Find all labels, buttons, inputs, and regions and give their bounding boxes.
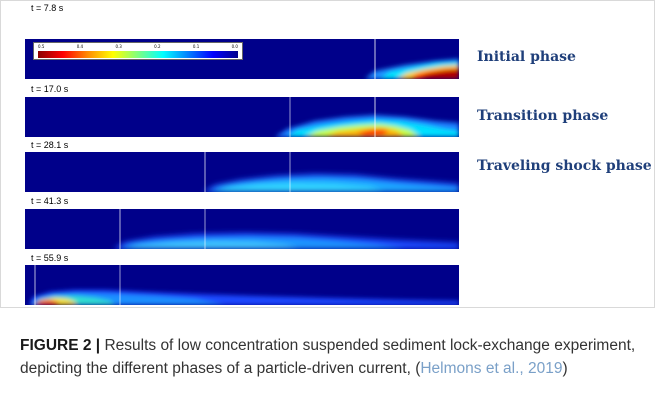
time-label-1: t = 7.8 s xyxy=(31,3,64,13)
caption-close: ) xyxy=(562,360,568,377)
colorbar-tick: 0.0 xyxy=(231,44,238,49)
time-label-5: t = 55.9 s xyxy=(31,253,69,263)
figure-frame: t = 7.8 s 0.5 0.4 0.3 0.2 0.1 0.0 xyxy=(0,0,655,308)
simulation-panel-5 xyxy=(25,265,459,305)
plume-image-3 xyxy=(203,152,459,192)
caption-text: Results of low concentration suspended s… xyxy=(20,337,636,377)
plume-image-4 xyxy=(113,209,459,249)
time-label-4: t = 41.3 s xyxy=(31,196,69,206)
colorbar-tick: 0.3 xyxy=(115,44,122,49)
figure-caption: FIGURE 2 | Results of low concentration … xyxy=(20,334,640,380)
plume-image-1 xyxy=(365,39,459,79)
colorbar: 0.5 0.4 0.3 0.2 0.1 0.0 xyxy=(33,42,243,60)
time-label-3: t = 28.1 s xyxy=(31,140,69,150)
plume-image-2 xyxy=(275,97,459,137)
colorbar-gradient xyxy=(38,51,238,58)
simulation-panel-2 xyxy=(25,97,459,137)
colorbar-tick: 0.1 xyxy=(192,44,200,49)
colorbar-tick: 0.2 xyxy=(154,44,161,49)
phase-label-transition: Transition phase xyxy=(477,108,609,124)
simulation-panel-4 xyxy=(25,209,459,249)
citation-link[interactable]: Helmons et al., 2019 xyxy=(420,360,563,377)
phase-label-initial: Initial phase xyxy=(477,49,576,65)
simulation-panel-3 xyxy=(25,152,459,192)
colorbar-tick: 0.4 xyxy=(76,44,84,49)
figure-label: FIGURE 2 | xyxy=(20,337,101,354)
phase-label-traveling-shock: Traveling shock phase xyxy=(477,158,652,174)
plume-image-5 xyxy=(29,265,459,305)
time-label-2: t = 17.0 s xyxy=(31,84,69,94)
simulation-panel-1: 0.5 0.4 0.3 0.2 0.1 0.0 xyxy=(25,39,459,79)
colorbar-tick: 0.5 xyxy=(38,44,45,49)
